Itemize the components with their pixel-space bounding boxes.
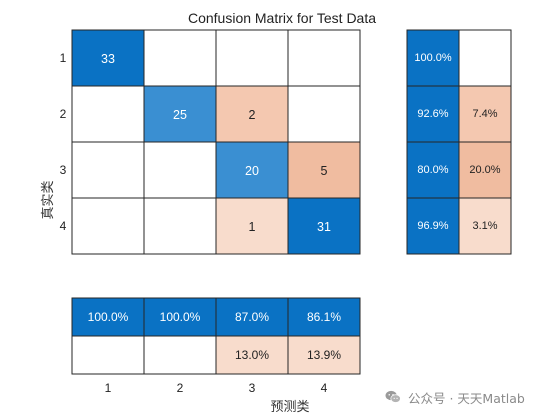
- cell-value: 5: [321, 164, 328, 178]
- matrix-cell: [71, 141, 145, 199]
- column-summary-incorrect-cell: [143, 335, 217, 375]
- row-summary-incorrect-value: 3.1%: [472, 220, 497, 232]
- column-summary-incorrect-value: 13.9%: [307, 348, 341, 362]
- row-summary-correct-value: 80.0%: [417, 164, 448, 176]
- row-summary-incorrect-cell: [458, 85, 512, 143]
- x-tick-label: 1: [105, 381, 112, 395]
- column-summary-incorrect-cell: [287, 335, 361, 375]
- x-tick-label: 4: [321, 381, 328, 395]
- wechat-icon: [385, 390, 401, 403]
- y-axis-label: 真实类: [41, 180, 56, 219]
- cell-value: 31: [317, 220, 331, 234]
- column-summary-correct-cell: [143, 297, 217, 337]
- cell-value: 1: [249, 220, 256, 234]
- row-summary-incorrect-value: 7.4%: [472, 108, 497, 120]
- column-summary-incorrect-cell: [71, 335, 145, 375]
- x-tick-label: 2: [177, 381, 184, 395]
- row-summary-incorrect-value: 20.0%: [469, 164, 500, 176]
- matrix-cell: [71, 85, 145, 143]
- row-summary-correct-value: 100.0%: [414, 52, 452, 64]
- matrix-cell: [71, 29, 145, 87]
- column-summary-correct-value: 100.0%: [160, 310, 201, 324]
- cell-value: 20: [245, 164, 259, 178]
- chart-title: Confusion Matrix for Test Data: [188, 10, 376, 26]
- row-summary-incorrect-cell: [458, 141, 512, 199]
- watermark: 公众号 · 天天Matlab: [384, 386, 525, 408]
- cell-value: 2: [249, 108, 256, 122]
- row-summary-incorrect-cell: [458, 29, 512, 87]
- watermark-text: 公众号 · 天天Matlab: [408, 390, 525, 406]
- column-summary-correct-cell: [287, 297, 361, 337]
- row-summary-correct-value: 92.6%: [417, 108, 448, 120]
- matrix-cell: [215, 141, 289, 199]
- row-summary-correct-cell: [406, 29, 460, 87]
- matrix-cell: [71, 197, 145, 255]
- matrix-cell: [215, 29, 289, 87]
- row-summary-correct-value: 96.9%: [417, 220, 448, 232]
- y-tick-label: 1: [60, 51, 67, 65]
- column-summary-incorrect-cell: [215, 335, 289, 375]
- matrix-cell: [143, 29, 217, 87]
- cell-value: 33: [101, 52, 115, 66]
- y-tick-label: 4: [60, 219, 67, 233]
- matrix-cell: [215, 85, 289, 143]
- cell-value: 25: [173, 108, 187, 122]
- column-summary-correct-cell: [215, 297, 289, 337]
- x-axis-label: 预测类: [270, 400, 309, 415]
- y-tick-label: 3: [60, 163, 67, 177]
- y-tick-label: 2: [60, 107, 67, 121]
- column-summary-incorrect-value: 13.0%: [235, 348, 269, 362]
- column-summary-correct-value: 87.0%: [235, 310, 269, 324]
- row-summary-correct-cell: [406, 197, 460, 255]
- column-summary-correct-value: 100.0%: [88, 310, 129, 324]
- matrix-cell: [143, 141, 217, 199]
- matrix-cell: [143, 197, 217, 255]
- matrix-cell: [287, 29, 361, 87]
- matrix-cell: [287, 197, 361, 255]
- row-summary-incorrect-cell: [458, 197, 512, 255]
- x-tick-label: 3: [249, 381, 256, 395]
- column-summary-correct-value: 86.1%: [307, 310, 341, 324]
- matrix-cell: [215, 197, 289, 255]
- matrix-cell: [287, 85, 361, 143]
- matrix-cell: [143, 85, 217, 143]
